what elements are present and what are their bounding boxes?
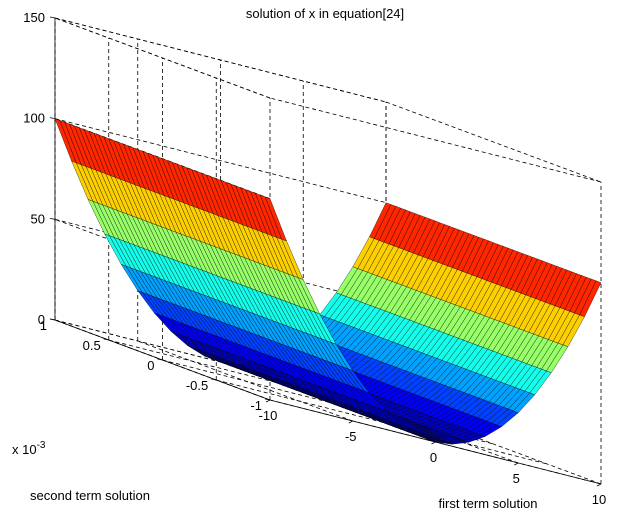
z-tick [49,217,56,220]
x-tick-label: 0 [430,450,437,465]
x-tick [348,420,353,424]
x-tick [514,462,519,466]
y-tick-label: -1 [250,398,262,413]
chart-title: solution of x in equation[24] [246,6,404,21]
y-axis-label: second term solution [30,488,150,503]
y-tick [211,378,217,381]
back-wall-grid-line-z [54,118,387,204]
z-tick-label: 100 [23,111,45,126]
x-tick-label: -10 [259,408,278,423]
y-tick [157,358,163,361]
y-tick-label: 0.5 [83,338,101,353]
x-tick [596,483,602,487]
axes [49,16,602,487]
box-top-edge [54,17,387,103]
surface-patch [579,280,602,317]
z-tick-label: 150 [23,10,45,25]
x-tick-label: -5 [345,429,357,444]
z-tick-label: 0 [38,312,45,327]
y-axis-multiplier-exponent: -3 [37,440,46,451]
x-tick [431,441,436,445]
y-tick-label: 1 [40,318,47,333]
box-top-edge [385,101,602,183]
z-tick [49,117,56,120]
z-tick [49,318,56,321]
y-axis-multiplier: x 10-3 [12,440,46,457]
box-top-edge [54,17,271,99]
y-tick [264,398,271,401]
z-tick-label: 50 [31,211,45,226]
surface [54,118,602,445]
y-tick-label: 0 [147,358,154,373]
y-tick-label: -0.5 [186,378,208,393]
x-tick-label: 10 [592,492,606,507]
y-tick [103,338,109,341]
x-tick [265,399,271,403]
x-axis-label: first term solution [439,496,538,511]
z-tick [49,16,56,19]
x-tick-label: 5 [513,471,520,486]
box-top-edge [269,97,602,183]
